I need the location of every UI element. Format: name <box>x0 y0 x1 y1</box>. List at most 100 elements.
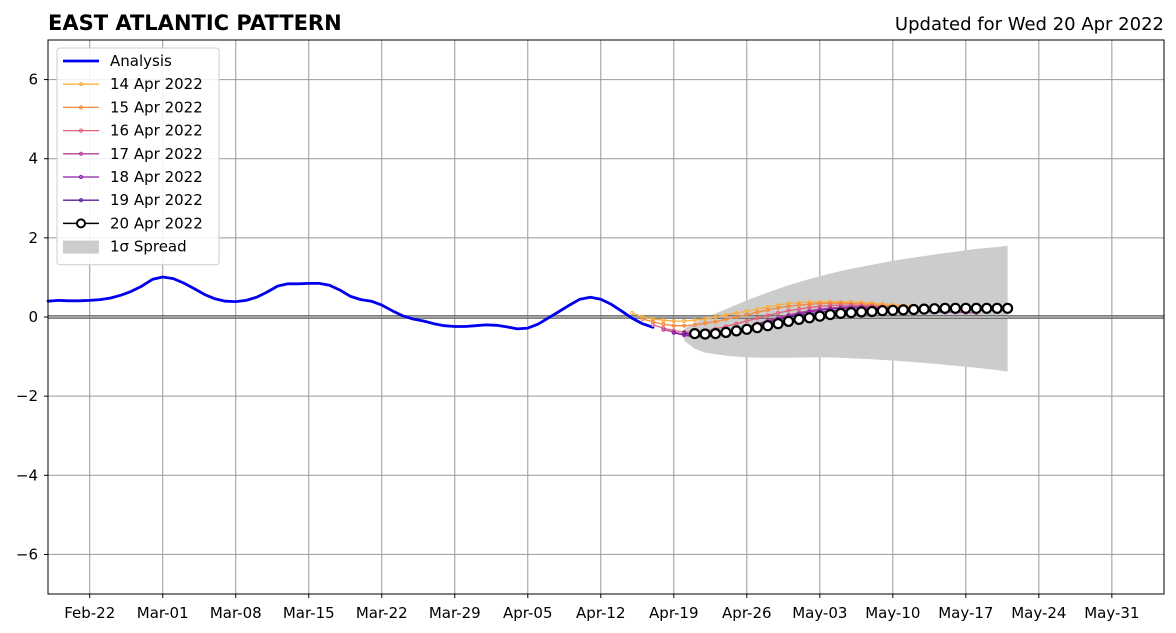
data-point <box>661 322 666 327</box>
x-tick-label: Apr-26 <box>722 604 772 622</box>
data-point <box>744 318 749 324</box>
zero-line-layer <box>48 315 1164 319</box>
x-tick-label: May-31 <box>1084 604 1139 622</box>
data-point <box>765 307 770 312</box>
legend-label: 18 Apr 2022 <box>110 168 203 186</box>
data-point <box>723 312 729 318</box>
data-point <box>928 303 941 315</box>
data-point <box>640 314 645 320</box>
legend-entry: 20 Apr 2022 <box>63 214 203 232</box>
data-point <box>786 308 791 313</box>
data-point <box>734 314 739 320</box>
y-tick-label: 0 <box>28 308 38 326</box>
legend-label: 14 Apr 2022 <box>110 75 203 93</box>
data-point <box>776 305 781 310</box>
data-point <box>630 310 635 316</box>
data-point <box>796 303 802 308</box>
x-tick-label: Apr-05 <box>503 604 553 622</box>
data-point <box>845 307 857 319</box>
analysis-line <box>46 275 655 331</box>
y-axis-ticks: −6 −4 −2 0 2 4 6 <box>16 71 48 563</box>
data-point <box>661 327 666 332</box>
series-14-apr-2022 <box>630 299 916 324</box>
data-point <box>699 328 711 340</box>
legend-label: 15 Apr 2022 <box>110 98 203 116</box>
y-tick-label: −2 <box>16 387 38 405</box>
data-point <box>751 322 763 334</box>
data-point <box>835 307 847 319</box>
legend-entry: 19 Apr 2022 <box>63 191 203 209</box>
data-point <box>744 312 749 317</box>
data-point <box>887 304 899 316</box>
y-tick-label: 6 <box>28 71 38 89</box>
data-point <box>703 316 708 322</box>
data-point <box>814 310 826 322</box>
data-point <box>782 315 795 327</box>
legend-entry: 1σ Spread <box>63 238 187 256</box>
data-point <box>765 313 770 318</box>
data-point <box>908 303 920 316</box>
data-point <box>755 316 760 321</box>
x-tick-label: Mar-29 <box>429 604 481 622</box>
series-20-apr-2022 <box>689 302 1014 340</box>
legend-label: 19 Apr 2022 <box>110 191 203 209</box>
series-layer <box>46 275 1014 340</box>
x-tick-label: Feb-22 <box>64 604 115 622</box>
legend-entry: 18 Apr 2022 <box>63 168 203 186</box>
data-point <box>803 312 816 324</box>
x-tick-label: May-24 <box>1011 604 1066 622</box>
y-tick-label: 4 <box>28 150 38 168</box>
data-point <box>918 303 930 315</box>
data-point <box>828 301 833 306</box>
data-point <box>762 320 774 332</box>
legend-marker <box>78 105 84 110</box>
data-point <box>671 318 676 324</box>
data-point <box>720 326 732 338</box>
x-tick-label: Mar-22 <box>356 604 408 622</box>
legend-marker <box>78 128 84 133</box>
legend-label: 17 Apr 2022 <box>110 145 203 163</box>
data-point <box>755 310 760 315</box>
data-point <box>723 317 729 322</box>
data-point <box>689 328 701 340</box>
data-point <box>824 309 836 321</box>
y-tick-label: −6 <box>16 545 38 563</box>
data-point <box>897 304 909 316</box>
data-point <box>709 328 722 340</box>
data-point <box>786 304 791 309</box>
x-tick-label: Mar-01 <box>137 604 189 622</box>
legend-label: 20 Apr 2022 <box>110 214 203 232</box>
legend-entry: Analysis <box>63 52 172 70</box>
data-point <box>650 322 656 327</box>
data-point <box>692 322 697 327</box>
x-tick-label: Mar-15 <box>283 604 335 622</box>
x-tick-label: Mar-08 <box>210 604 262 622</box>
data-point <box>1001 302 1014 314</box>
series-line-15-apr-2022 <box>642 302 925 327</box>
data-point <box>981 302 993 314</box>
data-point <box>734 310 739 316</box>
legend: Analysis 14 Apr 2022 15 Apr 2022 16 Apr 202… <box>56 47 220 266</box>
data-point <box>671 330 676 335</box>
legend-marker <box>78 151 84 156</box>
y-tick-label: −4 <box>16 466 38 484</box>
legend-entry: 14 Apr 2022 <box>63 75 203 93</box>
data-point <box>776 310 781 316</box>
legend-marker <box>78 82 84 87</box>
x-axis-ticks: Feb-22 Mar-01 Mar-08 Mar-15 Mar-22 Mar-29 Apr-… <box>64 594 1139 622</box>
data-point <box>703 321 708 326</box>
legend-box <box>56 47 220 266</box>
legend-entry: 15 Apr 2022 <box>63 98 203 116</box>
data-point <box>960 302 972 314</box>
x-tick-label: Apr-19 <box>649 604 699 622</box>
legend-swatch <box>63 240 99 254</box>
data-point <box>949 302 962 314</box>
legend-label: Analysis <box>110 52 172 70</box>
legend-entry: 17 Apr 2022 <box>63 145 203 163</box>
chart-title: EAST ATLANTIC PATTERN <box>48 11 342 35</box>
data-point <box>970 302 982 314</box>
x-tick-label: May-10 <box>865 604 920 622</box>
data-point <box>682 330 687 335</box>
data-point <box>772 318 784 330</box>
data-point <box>866 305 878 318</box>
